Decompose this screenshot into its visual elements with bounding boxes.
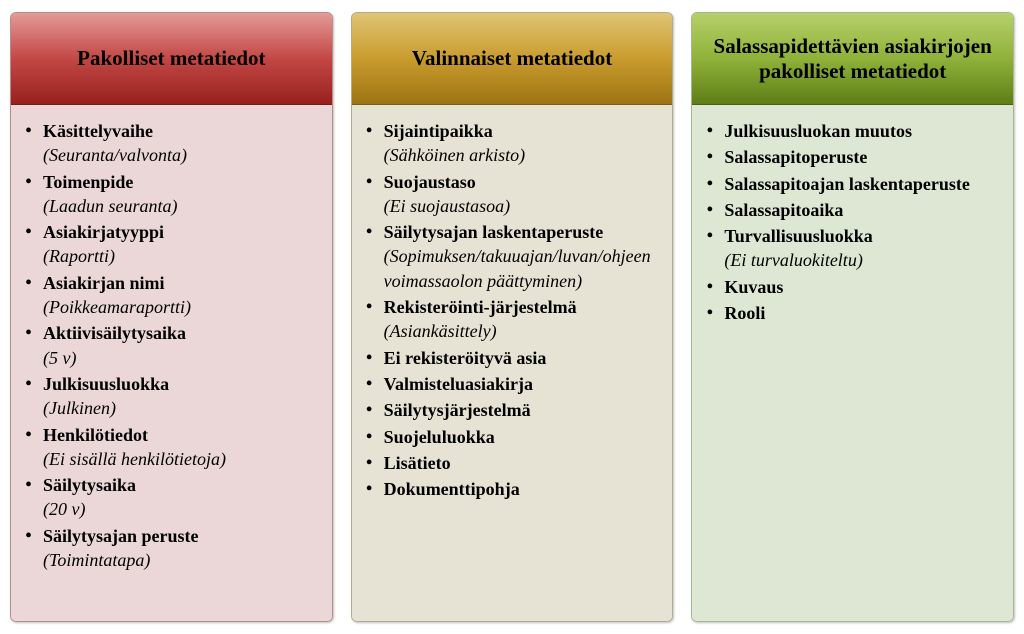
list-item: Lisätieto — [362, 451, 661, 475]
list-item: Säilytysajan laskentaperuste(Sopimuksen/… — [362, 220, 661, 293]
item-title: Henkilötiedot — [43, 425, 148, 445]
item-title: Suojeluluokka — [384, 427, 495, 447]
card-confidential: Salassapidettävien asiakirjojen pakollis… — [691, 12, 1014, 622]
item-title: Lisätieto — [384, 453, 451, 473]
item-subtitle: (Seuranta/valvonta) — [43, 143, 320, 167]
card-header-optional: Valinnaiset metatiedot — [352, 13, 673, 105]
list-item: Salassapitoajan laskentaperuste — [702, 172, 1001, 196]
list-item: Säilytysjärjestelmä — [362, 398, 661, 422]
card-header-title: Pakolliset metatiedot — [77, 46, 265, 71]
card-body-mandatory: Käsittelyvaihe(Seuranta/valvonta)Toimenp… — [11, 105, 332, 621]
item-subtitle: (Toimintatapa) — [43, 548, 320, 572]
list-item: Henkilötiedot(Ei sisällä henkilötietoja) — [21, 423, 320, 472]
item-list: Käsittelyvaihe(Seuranta/valvonta)Toimenp… — [21, 119, 320, 572]
item-title: Dokumenttipohja — [384, 479, 520, 499]
list-item: Julkisuusluokka(Julkinen) — [21, 372, 320, 421]
card-header-title: Salassapidettävien asiakirjojen pakollis… — [702, 34, 1003, 84]
item-subtitle: (Raportti) — [43, 244, 320, 268]
item-title: Julkisuusluokka — [43, 374, 169, 394]
item-title: Suojaustaso — [384, 172, 476, 192]
list-item: Asiakirjan nimi(Poikkeamaraportti) — [21, 271, 320, 320]
list-item: Käsittelyvaihe(Seuranta/valvonta) — [21, 119, 320, 168]
item-subtitle: (Sopimuksen/takuuajan/luvan/ohjeen voima… — [384, 244, 661, 293]
list-item: Sijaintipaikka(Sähköinen arkisto) — [362, 119, 661, 168]
list-item: Säilytysaika(20 v) — [21, 473, 320, 522]
item-title: Säilytysjärjestelmä — [384, 400, 531, 420]
item-list: Julkisuusluokan muutos Salassapitoperuste… — [702, 119, 1001, 325]
item-title: Rooli — [724, 303, 765, 323]
item-subtitle: (Laadun seuranta) — [43, 194, 320, 218]
list-item: Aktiivisäilytysaika (5 v) — [21, 321, 320, 370]
list-item: Turvallisuusluokka(Ei turvaluokiteltu) — [702, 224, 1001, 273]
item-title: Säilytysaika — [43, 475, 136, 495]
item-title: Turvallisuusluokka — [724, 226, 872, 246]
item-subtitle: (5 v) — [43, 346, 320, 370]
item-title: Säilytysajan laskentaperuste — [384, 222, 604, 242]
item-title: Sijaintipaikka — [384, 121, 493, 141]
card-header-mandatory: Pakolliset metatiedot — [11, 13, 332, 105]
item-title: Salassapitoaika — [724, 200, 843, 220]
list-item: Toimenpide(Laadun seuranta) — [21, 170, 320, 219]
item-subtitle: (Ei suojaustasoa) — [384, 194, 661, 218]
item-title: Salassapitoajan laskentaperuste — [724, 174, 970, 194]
card-optional: Valinnaiset metatiedot Sijaintipaikka(Säh… — [351, 12, 674, 622]
item-subtitle: (Asiankäsittely) — [384, 319, 661, 343]
item-subtitle: (Ei turvaluokiteltu) — [724, 248, 1001, 272]
list-item: Rekisteröinti-järjestelmä(Asiankäsittely… — [362, 295, 661, 344]
item-title: Käsittelyvaihe — [43, 121, 153, 141]
list-item: Kuvaus — [702, 275, 1001, 299]
card-header-confidential: Salassapidettävien asiakirjojen pakollis… — [692, 13, 1013, 105]
list-item: Suojeluluokka — [362, 425, 661, 449]
item-title: Ei rekisteröityvä asia — [384, 348, 547, 368]
list-item: Ei rekisteröityvä asia — [362, 346, 661, 370]
columns-container: Pakolliset metatiedot Käsittelyvaihe(Seur… — [10, 12, 1014, 622]
item-subtitle: (20 v) — [43, 497, 320, 521]
item-title: Toimenpide — [43, 172, 133, 192]
item-title: Julkisuusluokan muutos — [724, 121, 912, 141]
item-subtitle: (Poikkeamaraportti) — [43, 295, 320, 319]
list-item: Salassapitoperuste — [702, 145, 1001, 169]
list-item: Suojaustaso(Ei suojaustasoa) — [362, 170, 661, 219]
item-title: Valmisteluasiakirja — [384, 374, 533, 394]
card-body-confidential: Julkisuusluokan muutos Salassapitoperuste… — [692, 105, 1013, 621]
card-mandatory: Pakolliset metatiedot Käsittelyvaihe(Seur… — [10, 12, 333, 622]
list-item: Julkisuusluokan muutos — [702, 119, 1001, 143]
item-subtitle: (Julkinen) — [43, 396, 320, 420]
item-title: Rekisteröinti-järjestelmä — [384, 297, 577, 317]
list-item: Säilytysajan peruste(Toimintatapa) — [21, 524, 320, 573]
list-item: Valmisteluasiakirja — [362, 372, 661, 396]
item-list: Sijaintipaikka(Sähköinen arkisto)Suojaus… — [362, 119, 661, 501]
item-title: Asiakirjatyyppi — [43, 222, 164, 242]
list-item: Dokumenttipohja — [362, 477, 661, 501]
item-title: Kuvaus — [724, 277, 783, 297]
card-header-title: Valinnaiset metatiedot — [412, 46, 612, 71]
item-title: Aktiivisäilytysaika — [43, 323, 186, 343]
item-title: Asiakirjan nimi — [43, 273, 165, 293]
item-title: Säilytysajan peruste — [43, 526, 199, 546]
item-subtitle: (Ei sisällä henkilötietoja) — [43, 447, 320, 471]
list-item: Rooli — [702, 301, 1001, 325]
list-item: Asiakirjatyyppi(Raportti) — [21, 220, 320, 269]
list-item: Salassapitoaika — [702, 198, 1001, 222]
item-subtitle: (Sähköinen arkisto) — [384, 143, 661, 167]
card-body-optional: Sijaintipaikka(Sähköinen arkisto)Suojaus… — [352, 105, 673, 621]
item-title: Salassapitoperuste — [724, 147, 867, 167]
